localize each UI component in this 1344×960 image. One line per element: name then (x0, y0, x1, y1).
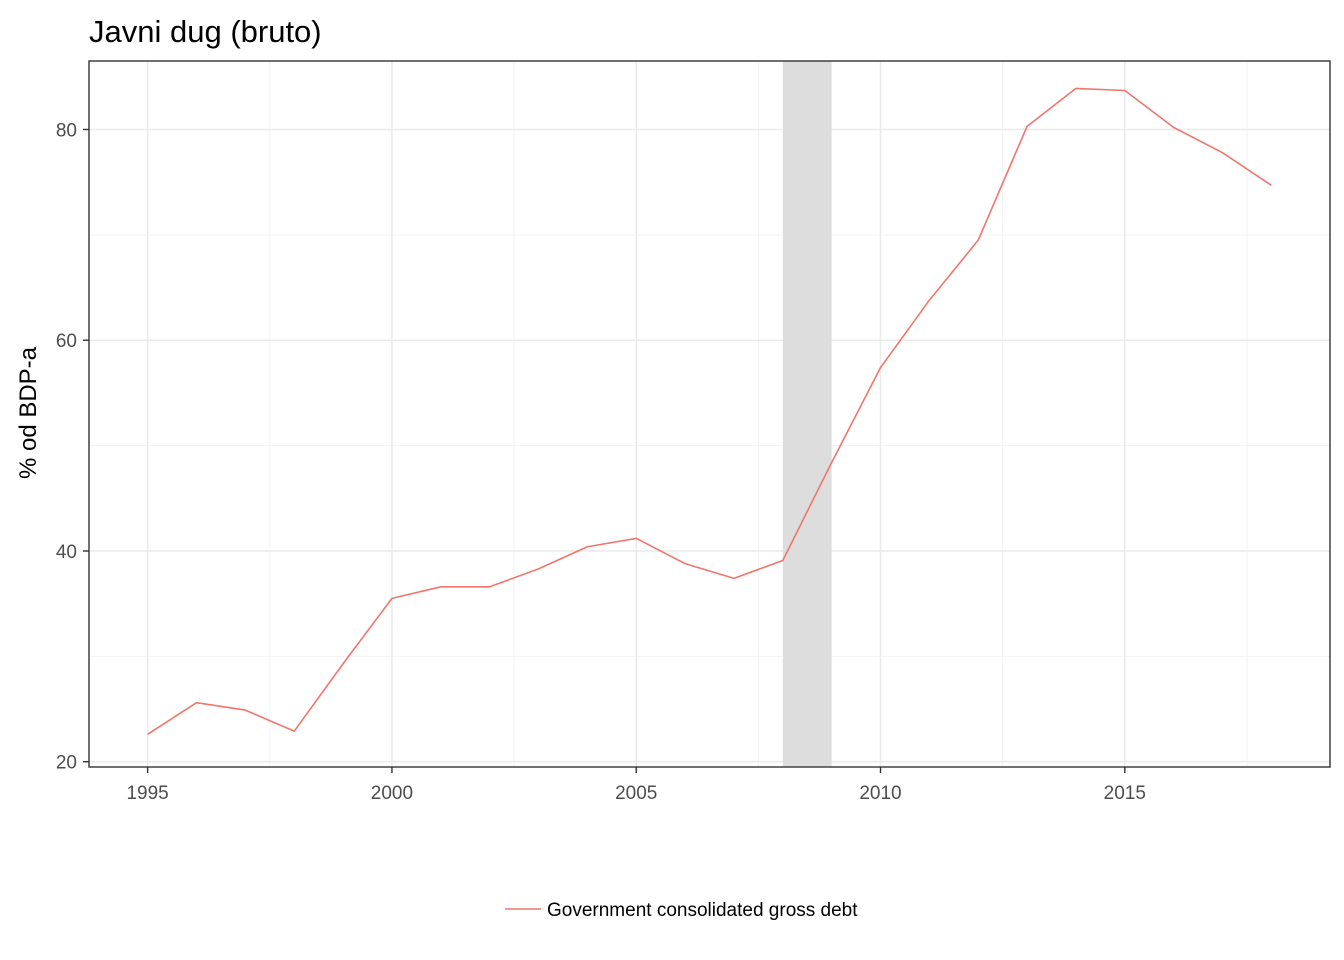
legend: Government consolidated gross debt (505, 900, 858, 921)
chart-title: Javni dug (bruto) (89, 14, 322, 49)
x-tick-label: 2015 (1104, 783, 1146, 804)
x-tick-label: 2010 (859, 783, 901, 804)
y-tick-label: 60 (56, 331, 77, 352)
legend-label: Government consolidated gross debt (547, 900, 858, 921)
panel-border (88, 60, 1331, 768)
x-tick-label: 1995 (126, 783, 168, 804)
panel-background (89, 61, 1330, 767)
plot-area: 1995 2000 2005 2010 2015 20 40 60 80 (56, 60, 1331, 804)
x-tick-label: 2000 (371, 783, 413, 804)
y-tick-label: 40 (56, 542, 77, 563)
y-tick-label: 20 (56, 753, 77, 774)
shaded-region (782, 61, 832, 767)
x-tick-label: 2005 (615, 783, 657, 804)
y-tick-label: 80 (56, 120, 77, 141)
y-axis-label: % od BDP-a (15, 346, 42, 479)
series-line (147, 87, 1272, 736)
